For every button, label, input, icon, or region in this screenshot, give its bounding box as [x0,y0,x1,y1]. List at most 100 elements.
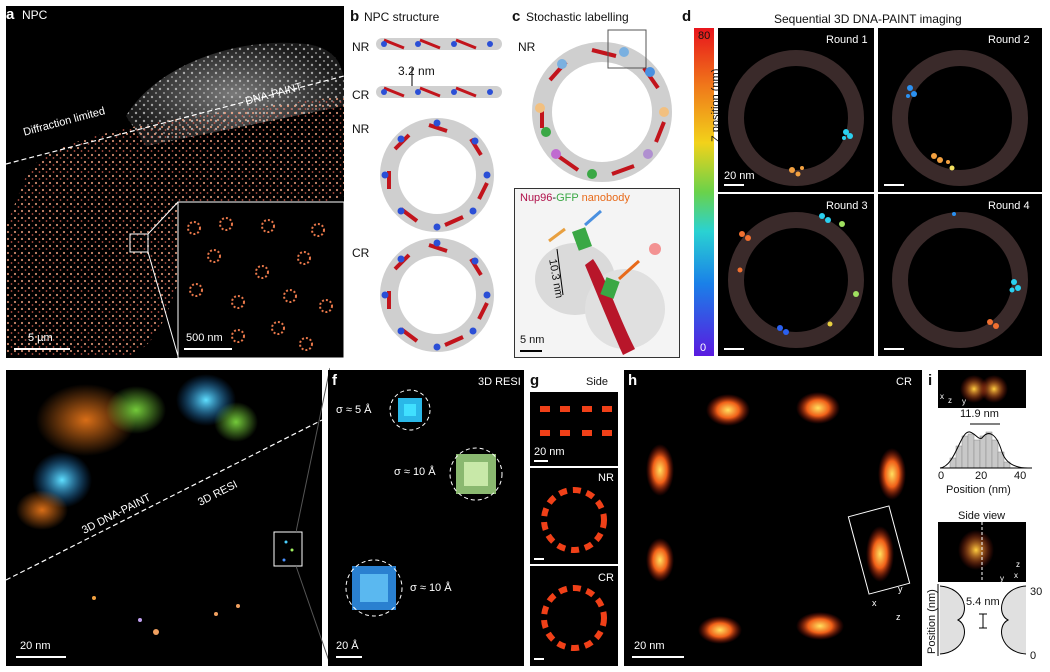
panel-c-title: Stochastic labelling [526,10,629,24]
npc-ring-cr [380,238,494,352]
panel-b-structures [376,38,502,352]
panel-d-cb-max: 80 [698,30,711,42]
panel-h-scalebar [632,656,684,658]
panel-d-colorbar [694,28,714,356]
panel-h-image [624,370,922,666]
panel-c-legend: Nup96-GFP nanobody [520,192,630,204]
panel-i-ytick-0: 0 [1030,650,1037,662]
panel-a-letter: a [6,6,15,23]
panel-b-letter: b [350,8,360,25]
npc-side-view-nr [376,38,502,50]
round3-scalebar [724,348,744,350]
panel-g-scalebar [534,460,548,462]
round3-label: Round 3 [826,200,868,212]
panel-f-sigma1: σ ≈ 5 Å [336,404,372,416]
panel-c-inset [514,188,680,358]
npc-ring-nr [380,118,494,232]
panel-d-cb-min: 0 [700,342,707,354]
panel-a-inset-scalebar [184,348,232,350]
panel-a-inset-scale-label: 500 nm [186,332,223,344]
panel-h-axis-x: x [872,598,877,608]
panel-h-svg [646,392,911,644]
round4-image [878,194,1042,356]
panel-b-nr-ring: NR [352,122,370,136]
legend-nup96: Nup96 [520,192,553,204]
npc-side-view-cr [376,86,502,98]
panel-i-top-axis-z: z [948,396,952,405]
round1-scalebar [724,184,744,186]
panel-g-nr-label: NR [598,472,614,484]
round4-scalebar [884,348,904,350]
panel-d-letter: d [682,8,692,25]
panel-d-title: Sequential 3D DNA-PAINT imaging [774,12,962,26]
panel-i-xtick-40: 40 [1014,470,1027,482]
panel-f-svg [345,389,503,617]
round4-label: Round 4 [988,200,1030,212]
panel-g-cr [530,566,618,666]
panel-a-scale-label: 5 µm [28,332,53,344]
panel-e-zoom-lines [296,367,330,665]
panel-i-side-axis-z: z [1016,560,1020,569]
panel-c-scalebar [520,350,542,352]
panel-b-title: NPC structure [364,10,440,24]
legend-gfp: GFP [556,192,579,204]
panel-a-scalebar [14,348,70,350]
panel-g-scale-label: 20 nm [534,446,565,458]
panel-g-side-label: Side [586,376,609,388]
panel-i-ylabel: Position (nm) [926,589,938,654]
panel-h-axis-z: z [896,612,901,622]
panel-f-scale-label: 20 Å [336,640,359,652]
panel-c-ring [532,29,672,182]
round1-scale-label: 20 nm [724,170,755,182]
panel-h-cr-label: CR [896,376,912,388]
panel-i-xtick-0: 0 [938,470,945,482]
panel-c-letter: c [512,8,521,25]
panel-f-scalebar [336,656,362,658]
panel-c-nr: NR [518,40,536,54]
panel-i-dist1: 11.9 nm [960,408,999,420]
panel-a-image [6,6,344,358]
panel-h-scale-label: 20 nm [634,640,665,652]
panel-i-sideview: Side view [958,510,1006,522]
panel-i-ytick-30: 30 [1030,586,1043,598]
panel-g-nr-scalebar [534,558,544,560]
panel-i-profile [937,584,1027,656]
panel-f-letter: f [332,372,337,389]
panel-g-side [530,392,618,466]
panel-f-image [328,370,524,666]
panel-e-scalebar [16,656,66,658]
panel-c-inset-svg [535,209,665,355]
panel-i-xlabel: Position (nm) [946,484,1011,496]
panel-i-side-axis-x: x [1014,571,1018,580]
panel-i-top-axis-x: x [940,392,944,401]
panel-f-sigma3: σ ≈ 10 Å [410,582,452,594]
panel-g-letter: g [530,372,540,389]
panel-i-side-axis-y: y [1000,574,1004,583]
panel-i-xtick-20: 20 [975,470,988,482]
panel-g-cr-label: CR [598,572,614,584]
panel-b-cr-ring: CR [352,246,370,260]
panel-e-svg [6,374,322,635]
panel-c-scale-label: 5 nm [520,334,545,346]
panel-a-title: NPC [22,8,48,22]
panel-f-sigma2: σ ≈ 10 Å [394,466,436,478]
panel-i-letter: i [928,372,933,389]
panel-e-scale-label: 20 nm [20,640,51,652]
round2-image [878,28,1042,192]
panel-b-cr-top: CR [352,88,370,102]
panel-b-nr-top: NR [352,40,370,54]
panel-e-image [6,370,322,666]
legend-dash: - [552,192,557,204]
panel-i-dist2: 5.4 nm [966,596,1000,608]
round1-label: Round 1 [826,34,868,46]
panel-b-distance: 3.2 nm [398,64,435,78]
legend-nanobody: nanobody [578,192,630,204]
round3-image [718,194,874,356]
panel-i-top-image [938,370,1026,408]
round2-scalebar [884,184,904,186]
panel-i-side-image [938,522,1026,582]
panel-g-cr-scalebar [534,658,544,660]
panel-h-axis-y: y [898,584,903,594]
panel-i-top-axis-y: y [962,397,966,406]
panel-h-letter: h [628,372,638,389]
